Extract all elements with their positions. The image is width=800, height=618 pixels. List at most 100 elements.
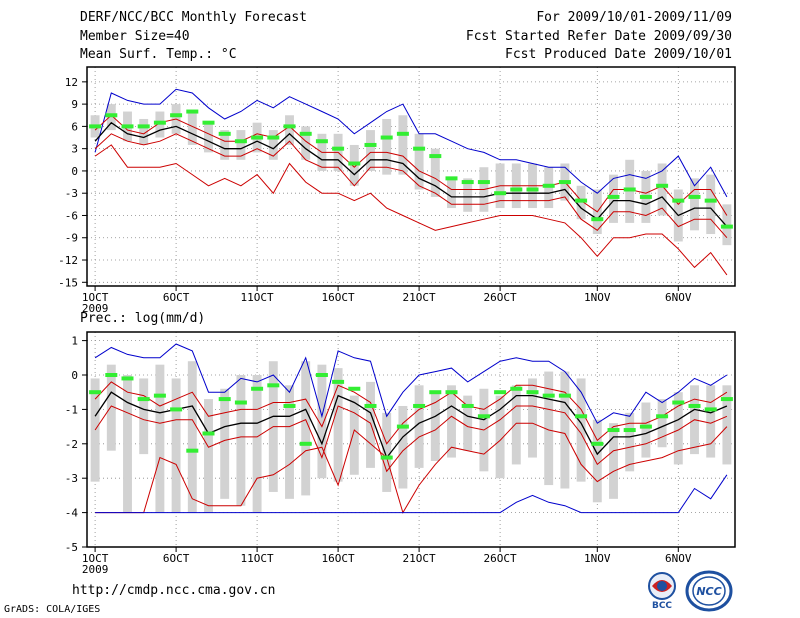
prec-observed-marker xyxy=(299,441,312,446)
prec-spread-box xyxy=(90,378,100,482)
temp-observed-marker xyxy=(607,194,620,199)
fcst-started-date: Fcst Started Refer Date 2009/09/30 xyxy=(465,29,732,44)
prec-observed-marker xyxy=(251,386,264,391)
temp-xtick-label: 26OCT xyxy=(484,291,517,304)
temp-ytick-label: -3 xyxy=(65,187,78,200)
prec-observed-marker xyxy=(153,393,166,398)
temp-observed-marker xyxy=(477,180,490,185)
prec-observed-marker xyxy=(575,414,588,419)
temp-observed-marker xyxy=(445,176,458,181)
temperature-panel: 12 9 6 3 0 -3 -6 -9 -12 -15 1OCT 6OCT 11OCT 16OCT 21OC… xyxy=(58,66,736,315)
bcc-logo-icon: BCC xyxy=(648,572,676,610)
precipitation-panel: 1 0 -1 -2 -3 -4 -5 1OCT 6OCT 11OCT 16OCT 21OCT 26OCT… xyxy=(65,331,736,576)
prec-observed-marker xyxy=(105,373,118,377)
ncc-logo-icon: NCC xyxy=(685,570,733,612)
prec-spread-box xyxy=(495,395,505,479)
prec-observed-marker xyxy=(477,414,490,419)
temp-xtick-label: 16OCT xyxy=(322,291,355,304)
prec-spread-box xyxy=(123,375,132,513)
prec-spread-box xyxy=(317,364,327,479)
temp-observed-marker xyxy=(202,120,215,125)
temp-ytick-label: -9 xyxy=(65,232,78,245)
temp-xtick-label: 1OCT xyxy=(82,291,109,304)
prec-xtick-label: 26OCT xyxy=(484,552,517,565)
prec-observed-marker xyxy=(494,390,507,395)
temp-spread-box xyxy=(220,130,230,160)
temp-spread-box xyxy=(414,133,424,190)
prec-xtick-label: 6NOV xyxy=(665,552,692,565)
prec-observed-marker xyxy=(542,393,555,398)
prec-spread-box xyxy=(430,392,440,461)
temp-spread-box xyxy=(301,126,311,160)
prec-spread-box xyxy=(641,402,651,458)
prec-spread-box xyxy=(722,385,732,465)
prec-ytick-label: -3 xyxy=(65,472,78,485)
footer-url[interactable]: http://cmdp.ncc.cma.gov.cn xyxy=(72,583,276,598)
prec-spread-box xyxy=(576,378,586,482)
fcst-produced-date: Fcst Produced Date 2009/10/01 xyxy=(505,47,732,62)
temp-observed-marker xyxy=(558,180,571,185)
temp-spread-box xyxy=(236,130,246,160)
prec-spread-box xyxy=(301,361,311,496)
temp-spread-box xyxy=(285,115,294,145)
prec-xtick-label: 1OCT xyxy=(82,552,109,565)
prec-spread-box xyxy=(382,412,392,492)
temp-ytick-label: 12 xyxy=(65,76,78,89)
temp-frame xyxy=(86,66,736,287)
prec-line-mean xyxy=(94,391,728,459)
temp-spread-box xyxy=(447,178,456,209)
temp-observed-marker xyxy=(672,198,685,203)
prec-spread-box xyxy=(463,395,473,451)
prec-spread-box xyxy=(544,371,554,486)
prec-frame xyxy=(86,331,736,548)
prec-spread-box xyxy=(349,395,359,475)
temp-ytick-label: 0 xyxy=(71,165,78,178)
temp-observed-marker xyxy=(267,135,280,140)
temp-observed-marker xyxy=(656,183,669,188)
temp-spread-box xyxy=(463,178,473,212)
temp-spread-box xyxy=(139,118,149,145)
temp-observed-marker xyxy=(283,124,296,129)
temp-spread-box xyxy=(382,118,392,175)
temp-spread-box xyxy=(430,148,440,197)
prec-spread-box xyxy=(592,419,602,503)
prec-observed-marker xyxy=(558,393,571,398)
temp-observed-marker xyxy=(720,224,733,229)
temp-observed-marker xyxy=(380,135,393,140)
prec-spread-box xyxy=(447,385,456,458)
prec-observed-marker xyxy=(639,424,652,429)
prec-observed-marker xyxy=(704,407,717,412)
temp-observed-marker xyxy=(332,146,345,151)
prec-line-floor xyxy=(95,474,728,514)
prec-spread-box xyxy=(171,378,181,513)
prec-ytick-label: 0 xyxy=(71,369,78,382)
prec-observed-marker xyxy=(380,455,393,460)
prec-spread-box xyxy=(106,364,116,451)
temp-observed-marker xyxy=(542,183,555,188)
prec-observed-marker xyxy=(720,397,733,402)
prec-observed-marker xyxy=(283,403,296,408)
prec-ytick-label: -4 xyxy=(65,507,79,520)
temp-observed-marker xyxy=(591,217,604,222)
temp-observed-marker xyxy=(234,139,247,144)
prec-observed-marker xyxy=(186,448,199,453)
prec-line-upper xyxy=(94,381,728,445)
variable-label: Mean Surf. Temp.: °C xyxy=(80,47,237,62)
prec-spread-box xyxy=(155,364,165,513)
temp-observed-marker xyxy=(137,124,150,129)
prec-spread-box xyxy=(657,399,667,448)
prec-xtick-label: 6OCT xyxy=(163,552,190,565)
temp-observed-marker xyxy=(218,131,231,136)
prec-spread-box xyxy=(139,378,149,455)
temp-observed-marker xyxy=(153,120,166,125)
temp-observed-marker xyxy=(299,131,312,136)
prec-observed-marker xyxy=(623,428,636,433)
prec-spread-box xyxy=(333,368,343,482)
temp-xtick-label: 21OCT xyxy=(403,291,436,304)
bcc-logo-text: BCC xyxy=(652,601,672,610)
prec-observed-marker xyxy=(429,390,442,395)
prec-ytick-label: -5 xyxy=(65,541,78,554)
prec-observed-marker xyxy=(137,397,150,402)
prec-observed-marker xyxy=(170,407,183,412)
